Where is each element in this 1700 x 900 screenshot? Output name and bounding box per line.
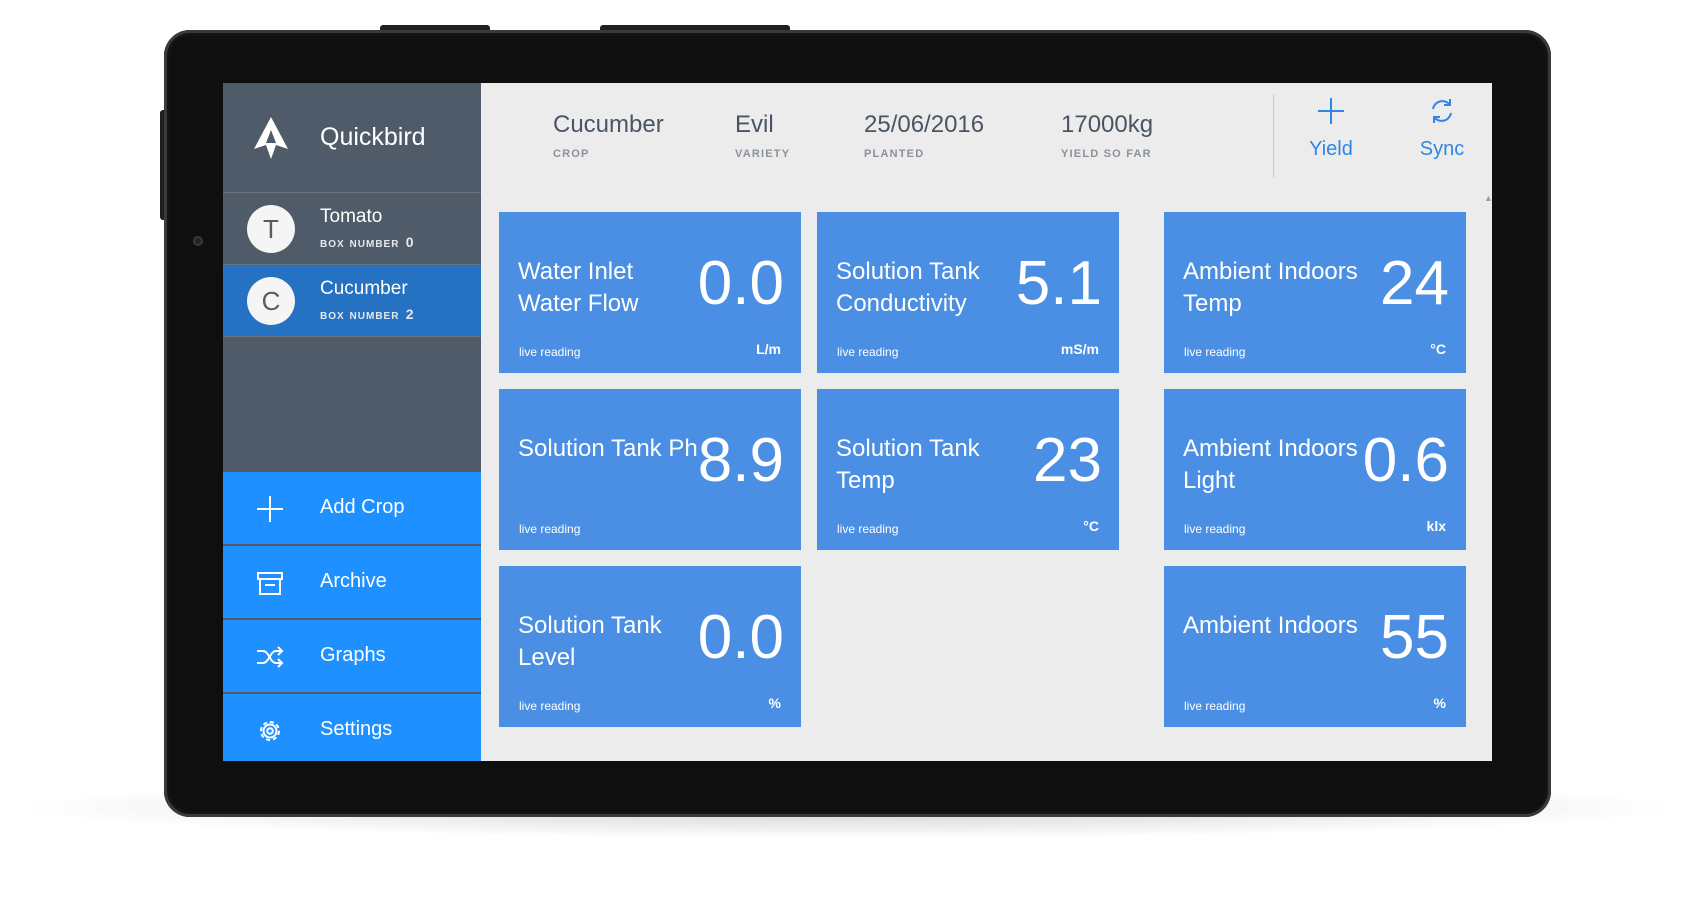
tile-reading-label: live reading <box>519 699 581 713</box>
scroll-up-icon[interactable]: ▲ <box>1484 193 1492 203</box>
graphs-button[interactable]: Graphs <box>223 620 481 692</box>
avatar: C <box>247 277 295 325</box>
sensor-tile-indoors-humidity[interactable]: Ambient Indoors 55 live reading % <box>1164 566 1466 727</box>
tile-unit: L/m <box>756 341 781 357</box>
tile-title: Solution Tank Level <box>518 612 662 671</box>
sensor-tile-conductivity[interactable]: Solution Tank Conductivity 5.1 live read… <box>817 212 1119 373</box>
variety-value: Evil <box>735 111 774 138</box>
header-divider <box>1273 94 1274 178</box>
box-number-label: box number <box>320 234 400 250</box>
tile-title: Solution Tank Ph <box>518 435 698 462</box>
sync-button-label: Sync <box>1419 138 1465 160</box>
tile-unit: mS/m <box>1060 341 1099 357</box>
tile-value: 55 <box>1380 603 1449 672</box>
app-name: Quickbird <box>320 123 426 151</box>
settings-button[interactable]: Settings <box>223 694 481 761</box>
planted-value: 25/06/2016 <box>864 111 985 138</box>
plus-icon <box>1318 98 1344 124</box>
sidebar: Quickbird T Tomato box number 0 C Cucumb… <box>223 83 481 761</box>
tile-value: 0.0 <box>697 249 784 318</box>
crop-name: Tomato <box>320 206 383 227</box>
box-number-value: 2 <box>405 306 415 322</box>
tile-title: Solution Tank Conductivity <box>836 258 980 317</box>
sensor-tile-tank-level[interactable]: Solution Tank Level 0.0 live reading % <box>499 566 801 727</box>
tile-reading-label: live reading <box>519 522 581 536</box>
crop-label: CROP <box>553 148 590 160</box>
device-button-top-right <box>600 25 790 32</box>
sync-button[interactable]: Sync <box>1402 97 1482 161</box>
quickbird-logo-icon <box>254 117 288 159</box>
tile-reading-label: live reading <box>1184 522 1246 536</box>
avatar: T <box>247 205 295 253</box>
yield-button[interactable]: Yield <box>1291 97 1371 161</box>
yield-stat: 17000kg YIELD SO FAR <box>1061 111 1153 160</box>
plus-icon <box>257 496 283 522</box>
add-crop-button[interactable]: Add Crop <box>223 472 481 544</box>
tile-unit: % <box>768 695 781 711</box>
device-button-side <box>160 110 166 220</box>
sensor-tile-water-flow[interactable]: Water Inlet Water Flow 0.0 live reading … <box>499 212 801 373</box>
app-screen: Quickbird T Tomato box number 0 C Cucumb… <box>223 83 1492 761</box>
tile-unit: klx <box>1426 518 1446 534</box>
crop-value: Cucumber <box>553 111 664 138</box>
settings-label: Settings <box>320 718 393 740</box>
device-button-top-left <box>380 25 490 32</box>
tile-title: Solution Tank Temp <box>836 435 980 494</box>
crop-item-tomato[interactable]: T Tomato box number 0 <box>223 193 481 265</box>
sensor-tile-indoors-temp[interactable]: Ambient Indoors Temp 24 live reading °C <box>1164 212 1466 373</box>
crop-name: Cucumber <box>320 278 408 299</box>
tile-reading-label: live reading <box>519 345 581 359</box>
brand-header: Quickbird <box>223 83 481 193</box>
planted-stat: 25/06/2016 PLANTED <box>864 111 984 160</box>
tile-value: 0.6 <box>1362 426 1449 495</box>
tile-value: 5.1 <box>1015 249 1102 318</box>
archive-box-icon <box>257 572 283 595</box>
variety-label: VARIETY <box>735 148 791 160</box>
tile-value: 24 <box>1380 249 1449 318</box>
tile-unit: % <box>1433 695 1446 711</box>
tile-title: Water Inlet Water Flow <box>518 258 639 317</box>
tile-title: Ambient Indoors <box>1183 612 1358 639</box>
sync-icon <box>1432 99 1452 123</box>
crop-stat: Cucumber CROP <box>553 111 664 160</box>
tile-value: 23 <box>1033 426 1102 495</box>
yield-button-label: Yield <box>1309 138 1353 160</box>
shuffle-icon <box>257 646 284 668</box>
tile-unit: °C <box>1083 518 1099 534</box>
box-number-value: 0 <box>405 234 415 250</box>
tile-reading-label: live reading <box>1184 345 1246 359</box>
tile-title: Ambient Indoors Light <box>1183 435 1358 494</box>
tile-unit: °C <box>1430 341 1446 357</box>
tile-title: Ambient Indoors Temp <box>1183 258 1358 317</box>
tile-value: 8.9 <box>697 426 784 495</box>
graphs-label: Graphs <box>320 644 386 666</box>
crop-box-number: box number 0 <box>320 234 415 250</box>
archive-label: Archive <box>320 570 387 592</box>
sensor-tile-indoors-light[interactable]: Ambient Indoors Light 0.6 live reading k… <box>1164 389 1466 550</box>
tile-reading-label: live reading <box>837 345 899 359</box>
gear-icon <box>260 721 280 741</box>
planted-label: PLANTED <box>864 148 925 160</box>
tile-value: 0.0 <box>697 603 784 672</box>
yield-label: YIELD SO FAR <box>1061 148 1152 160</box>
tile-reading-label: live reading <box>1184 699 1246 713</box>
yield-value: 17000kg <box>1061 111 1154 138</box>
variety-stat: Evil VARIETY <box>735 111 790 160</box>
tile-reading-label: live reading <box>837 522 899 536</box>
crop-item-cucumber[interactable]: C Cucumber box number 2 <box>223 265 481 337</box>
add-crop-label: Add Crop <box>320 496 405 518</box>
crop-box-number: box number 2 <box>320 306 415 322</box>
camera-icon <box>193 236 203 246</box>
archive-button[interactable]: Archive <box>223 546 481 618</box>
sensor-tile-tank-temp[interactable]: Solution Tank Temp 23 live reading °C <box>817 389 1119 550</box>
crop-header: Cucumber CROP Evil VARIETY 25/06/2016 PL… <box>481 83 1492 208</box>
sensor-tile-ph[interactable]: Solution Tank Ph 8.9 live reading <box>499 389 801 550</box>
box-number-label: box number <box>320 306 400 322</box>
